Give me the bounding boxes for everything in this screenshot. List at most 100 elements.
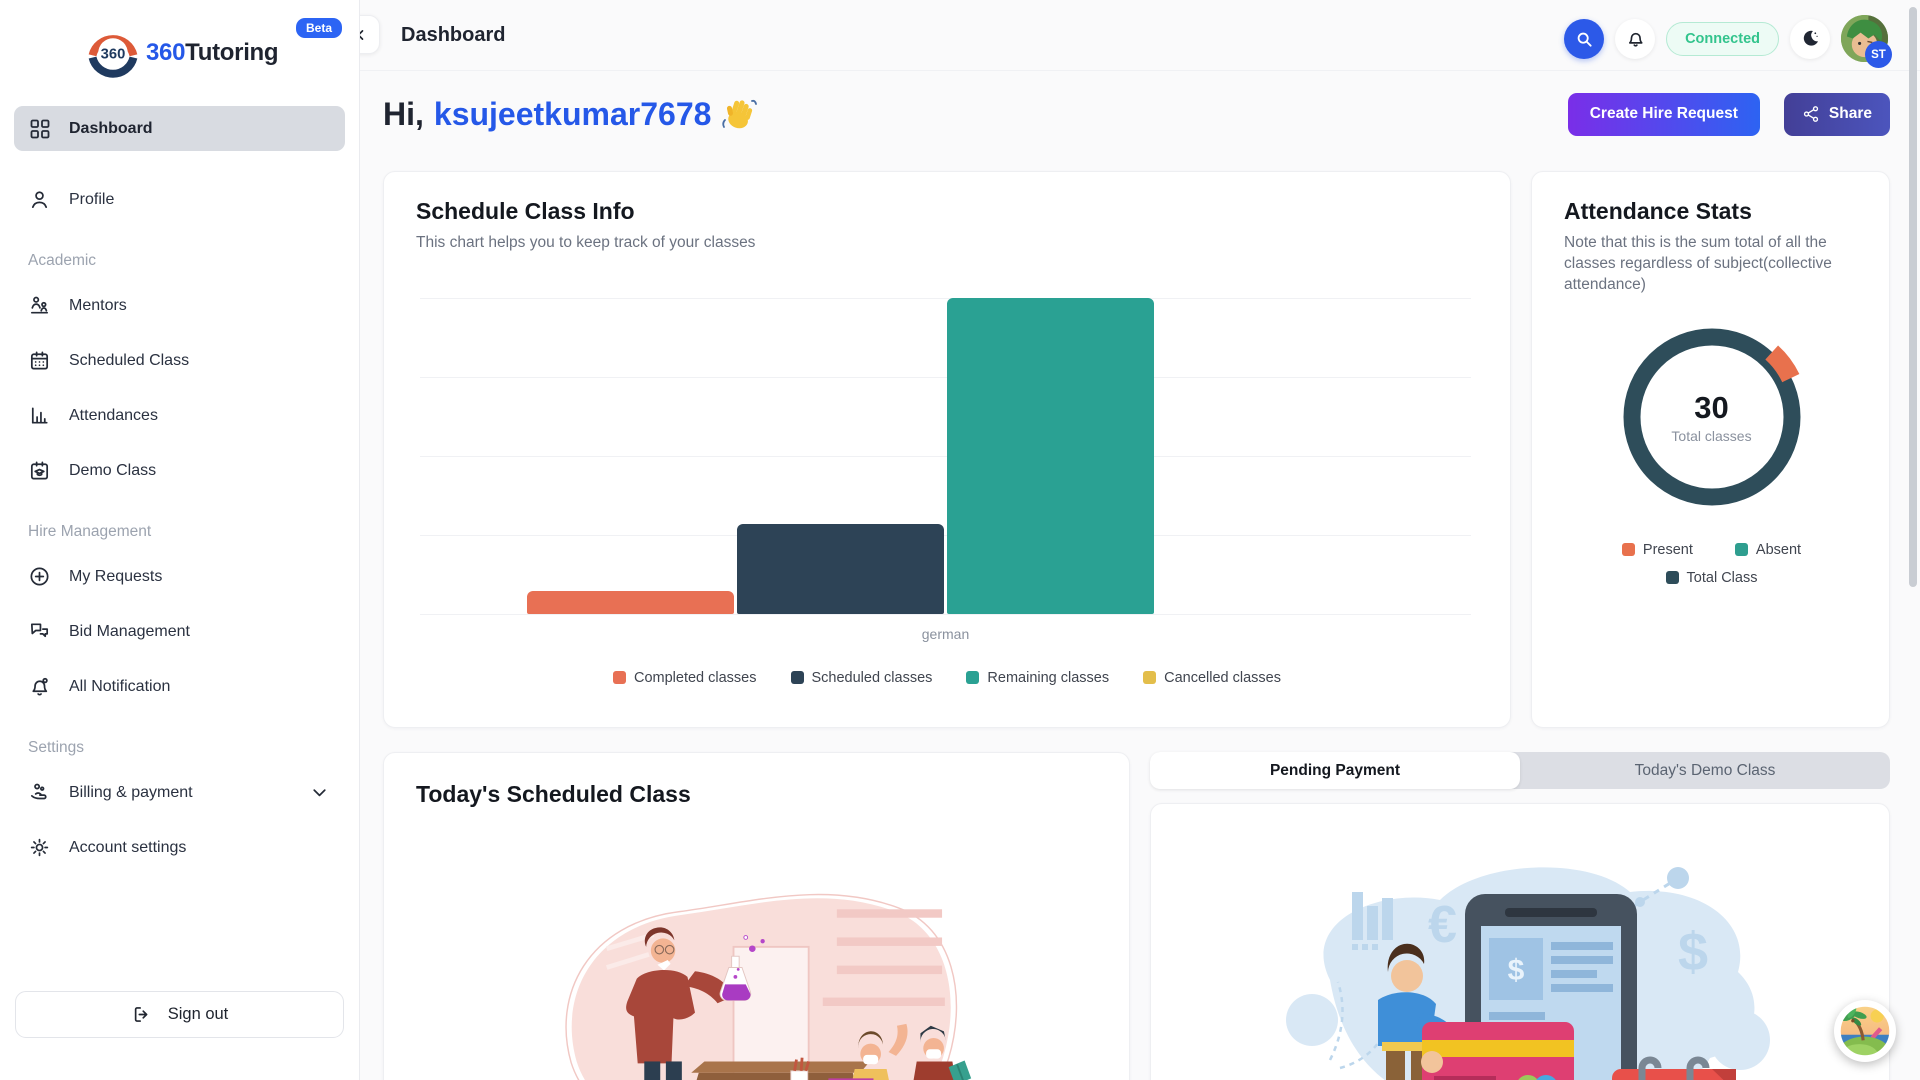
section-label-settings: Settings [28,739,85,756]
legend-item[interactable]: Remaining classes [966,670,1109,686]
notifications-button[interactable] [1615,18,1656,59]
legend-marker [966,671,980,685]
sidebar-item-my-requests[interactable]: My Requests [14,554,345,599]
share-icon [1803,106,1819,122]
calendar-icon [30,351,49,370]
sidebar-item-profile[interactable]: Profile [14,177,345,222]
sidebar-item-scheduled-class[interactable]: Scheduled Class [14,338,345,383]
legend-label: Remaining classes [987,669,1110,686]
payment-illustration: € $ $ [1286,867,1770,1080]
plus-circle-icon [30,567,49,586]
gridline [420,297,1471,299]
greeting: Hi, ksujeetkumar7678 [383,95,758,133]
bell-icon [1628,32,1643,47]
beta-badge: Beta [296,18,343,38]
attendance-stats-card: Attendance Stats Note that this is the s… [1531,171,1890,728]
payment-tabs: Pending Payment Today's Demo Class [1150,752,1890,789]
logout-icon [134,1007,148,1022]
legend-marker [1143,671,1157,685]
legend-marker [613,671,626,685]
chevron-down-icon [313,789,326,797]
bar-scheduled-classes [737,523,944,614]
bar-chart-plot [420,297,1471,615]
gridline [420,534,1471,536]
brand-wordmark: 360Tutoring [146,39,279,66]
sidebar-item-dashboard[interactable]: Dashboard [14,106,345,151]
legend-marker [1734,543,1748,557]
user-avatar[interactable]: ST [1841,15,1892,68]
gridline [420,455,1471,457]
donut-legend-item[interactable]: Present [1621,541,1693,558]
legend-item[interactable]: Scheduled classes [790,669,933,686]
today-card-title: Today's Scheduled Class [416,781,691,807]
page-scrollbar[interactable] [1909,7,1917,587]
svg-text:360: 360 [101,47,126,63]
bar-remaining-classes [947,297,1154,614]
legend-label: Absent [1755,541,1802,558]
page-title: Dashboard [401,24,506,46]
schedule-card-subtitle: This chart helps you to keep track of yo… [416,234,756,251]
share-button[interactable]: Share [1783,92,1890,136]
section-label-hire-management: Hire Management [28,523,152,540]
svg-text:$: $ [1678,922,1708,982]
avatar-initials-badge: ST [1865,41,1892,68]
search-button[interactable] [1564,18,1605,59]
bell-dot-icon [32,677,48,696]
svg-text:€: € [1428,896,1457,954]
svg-text:$: $ [1508,954,1525,987]
donut-total-value: 30 [1694,389,1729,425]
bar-chart-icon [31,407,48,424]
sidebar-item-attendances[interactable]: Attendances [14,393,345,438]
sidebar-item-all-notification[interactable]: All Notification [14,664,345,709]
legend-marker [790,671,804,685]
search-icon [1577,32,1592,47]
greeting-prefix: Hi, [383,95,424,132]
legend-item[interactable]: Completed classes [613,670,757,686]
schedule-card-title: Schedule Class Info [416,198,635,224]
legend-item[interactable]: Cancelled classes [1143,670,1281,686]
donut-legend-item[interactable]: Total Class [1665,570,1757,586]
bar-chart-legend: Completed classes Scheduled classes Remain… [416,670,1478,686]
sidebar-item-account-settings[interactable]: Account settings [14,825,345,870]
donut-legend: Present Absent Total Class [1592,542,1832,586]
donut-ring [1623,328,1800,506]
greeting-username: ksujeetkumar7678 [433,95,712,132]
sidebar-item-billing-payment[interactable]: Billing & payment [14,770,345,815]
donut-present-arc [1764,345,1799,383]
donut-legend-item[interactable]: Absent [1734,541,1802,558]
header-actions: Connected ST [1564,15,1892,68]
sidebar-item-demo-class[interactable]: Demo Class [14,448,345,493]
tab-pending-payment[interactable]: Pending Payment [1150,752,1520,789]
island-icon [1837,1003,1893,1059]
chat-icon [30,623,49,638]
pending-payment-card: € $ $ [1150,803,1890,1080]
payment-column: Pending Payment Today's Demo Class € $ [1150,752,1890,1080]
sign-out-button[interactable]: Sign out [15,991,344,1038]
main-content: Hi, ksujeetkumar7678 Create Hire Request… [360,71,1920,1080]
sidebar: 360 360Tutoring Beta Dashboard Profile A… [0,0,360,1080]
legend-label: Present [1642,541,1693,558]
legend-label: Scheduled classes [811,669,933,686]
top-header: Dashboard Connected ST [341,0,1920,71]
moon-icon [1803,30,1818,46]
sidebar-item-bid-management[interactable]: Bid Management [14,609,345,654]
island-floating-button[interactable] [1834,1000,1896,1062]
waving-hand-icon [722,99,758,129]
user-icon [31,191,48,209]
dark-mode-toggle[interactable] [1790,18,1830,59]
legend-marker [1665,571,1679,585]
demo-calendar-icon [30,461,49,480]
sidebar-item-mentors[interactable]: Mentors [14,283,345,328]
mentors-icon [30,296,49,314]
attendance-card-subtitle: Note that this is the sum total of all t… [1564,234,1832,293]
todays-scheduled-class-card: Today's Scheduled Class [383,752,1130,1080]
sidebar-nav: Dashboard Profile Academic Mentors Sched… [0,106,359,870]
section-label-academic: Academic [28,252,97,269]
gridline [420,613,1471,615]
tab-todays-demo-class[interactable]: Today's Demo Class [1634,761,1776,779]
hand-coin-icon [30,783,47,800]
brand-logo-icon: 360 [88,29,138,78]
attendance-donut: 30 Total classes [1617,322,1807,512]
classroom-illustration [564,893,971,1080]
create-hire-request-button[interactable]: Create Hire Request [1567,92,1760,136]
